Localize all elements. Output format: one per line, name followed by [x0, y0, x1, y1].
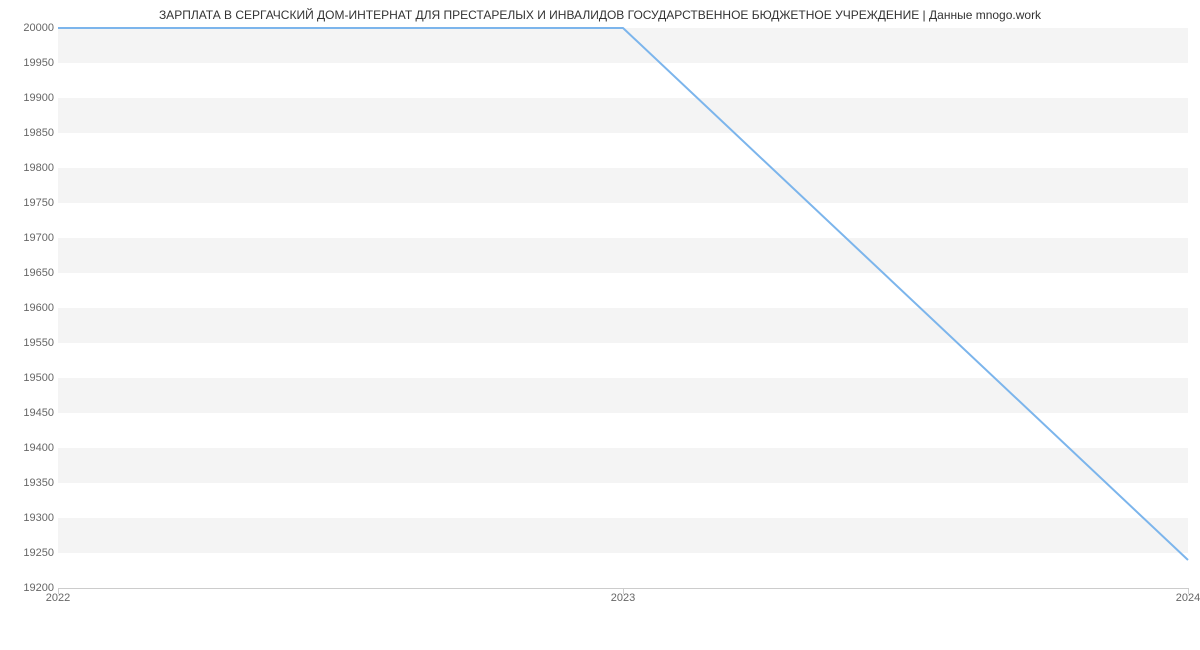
y-tick-label: 19850: [4, 127, 54, 139]
y-tick-label: 19650: [4, 267, 54, 279]
y-tick-label: 19500: [4, 372, 54, 384]
y-tick-label: 19950: [4, 57, 54, 69]
chart-title: ЗАРПЛАТА В СЕРГАЧСКИЙ ДОМ-ИНТЕРНАТ ДЛЯ П…: [0, 8, 1200, 22]
y-tick-label: 19700: [4, 232, 54, 244]
plot-area: [58, 28, 1188, 589]
y-tick-label: 19900: [4, 92, 54, 104]
x-tick-label: 2022: [46, 592, 70, 604]
line-layer: [58, 28, 1188, 588]
y-tick-label: 20000: [4, 22, 54, 34]
y-tick-label: 19800: [4, 162, 54, 174]
y-tick-label: 19400: [4, 442, 54, 454]
salary-line-chart: ЗАРПЛАТА В СЕРГАЧСКИЙ ДОМ-ИНТЕРНАТ ДЛЯ П…: [0, 0, 1200, 650]
y-tick-label: 19450: [4, 407, 54, 419]
y-tick-label: 19250: [4, 547, 54, 559]
series-line-salary: [58, 28, 1188, 560]
x-tick-label: 2023: [611, 592, 635, 604]
y-tick-label: 19750: [4, 197, 54, 209]
x-tick-label: 2024: [1176, 592, 1200, 604]
y-tick-label: 19550: [4, 337, 54, 349]
y-tick-label: 19350: [4, 477, 54, 489]
y-tick-label: 19300: [4, 512, 54, 524]
y-tick-label: 19600: [4, 302, 54, 314]
